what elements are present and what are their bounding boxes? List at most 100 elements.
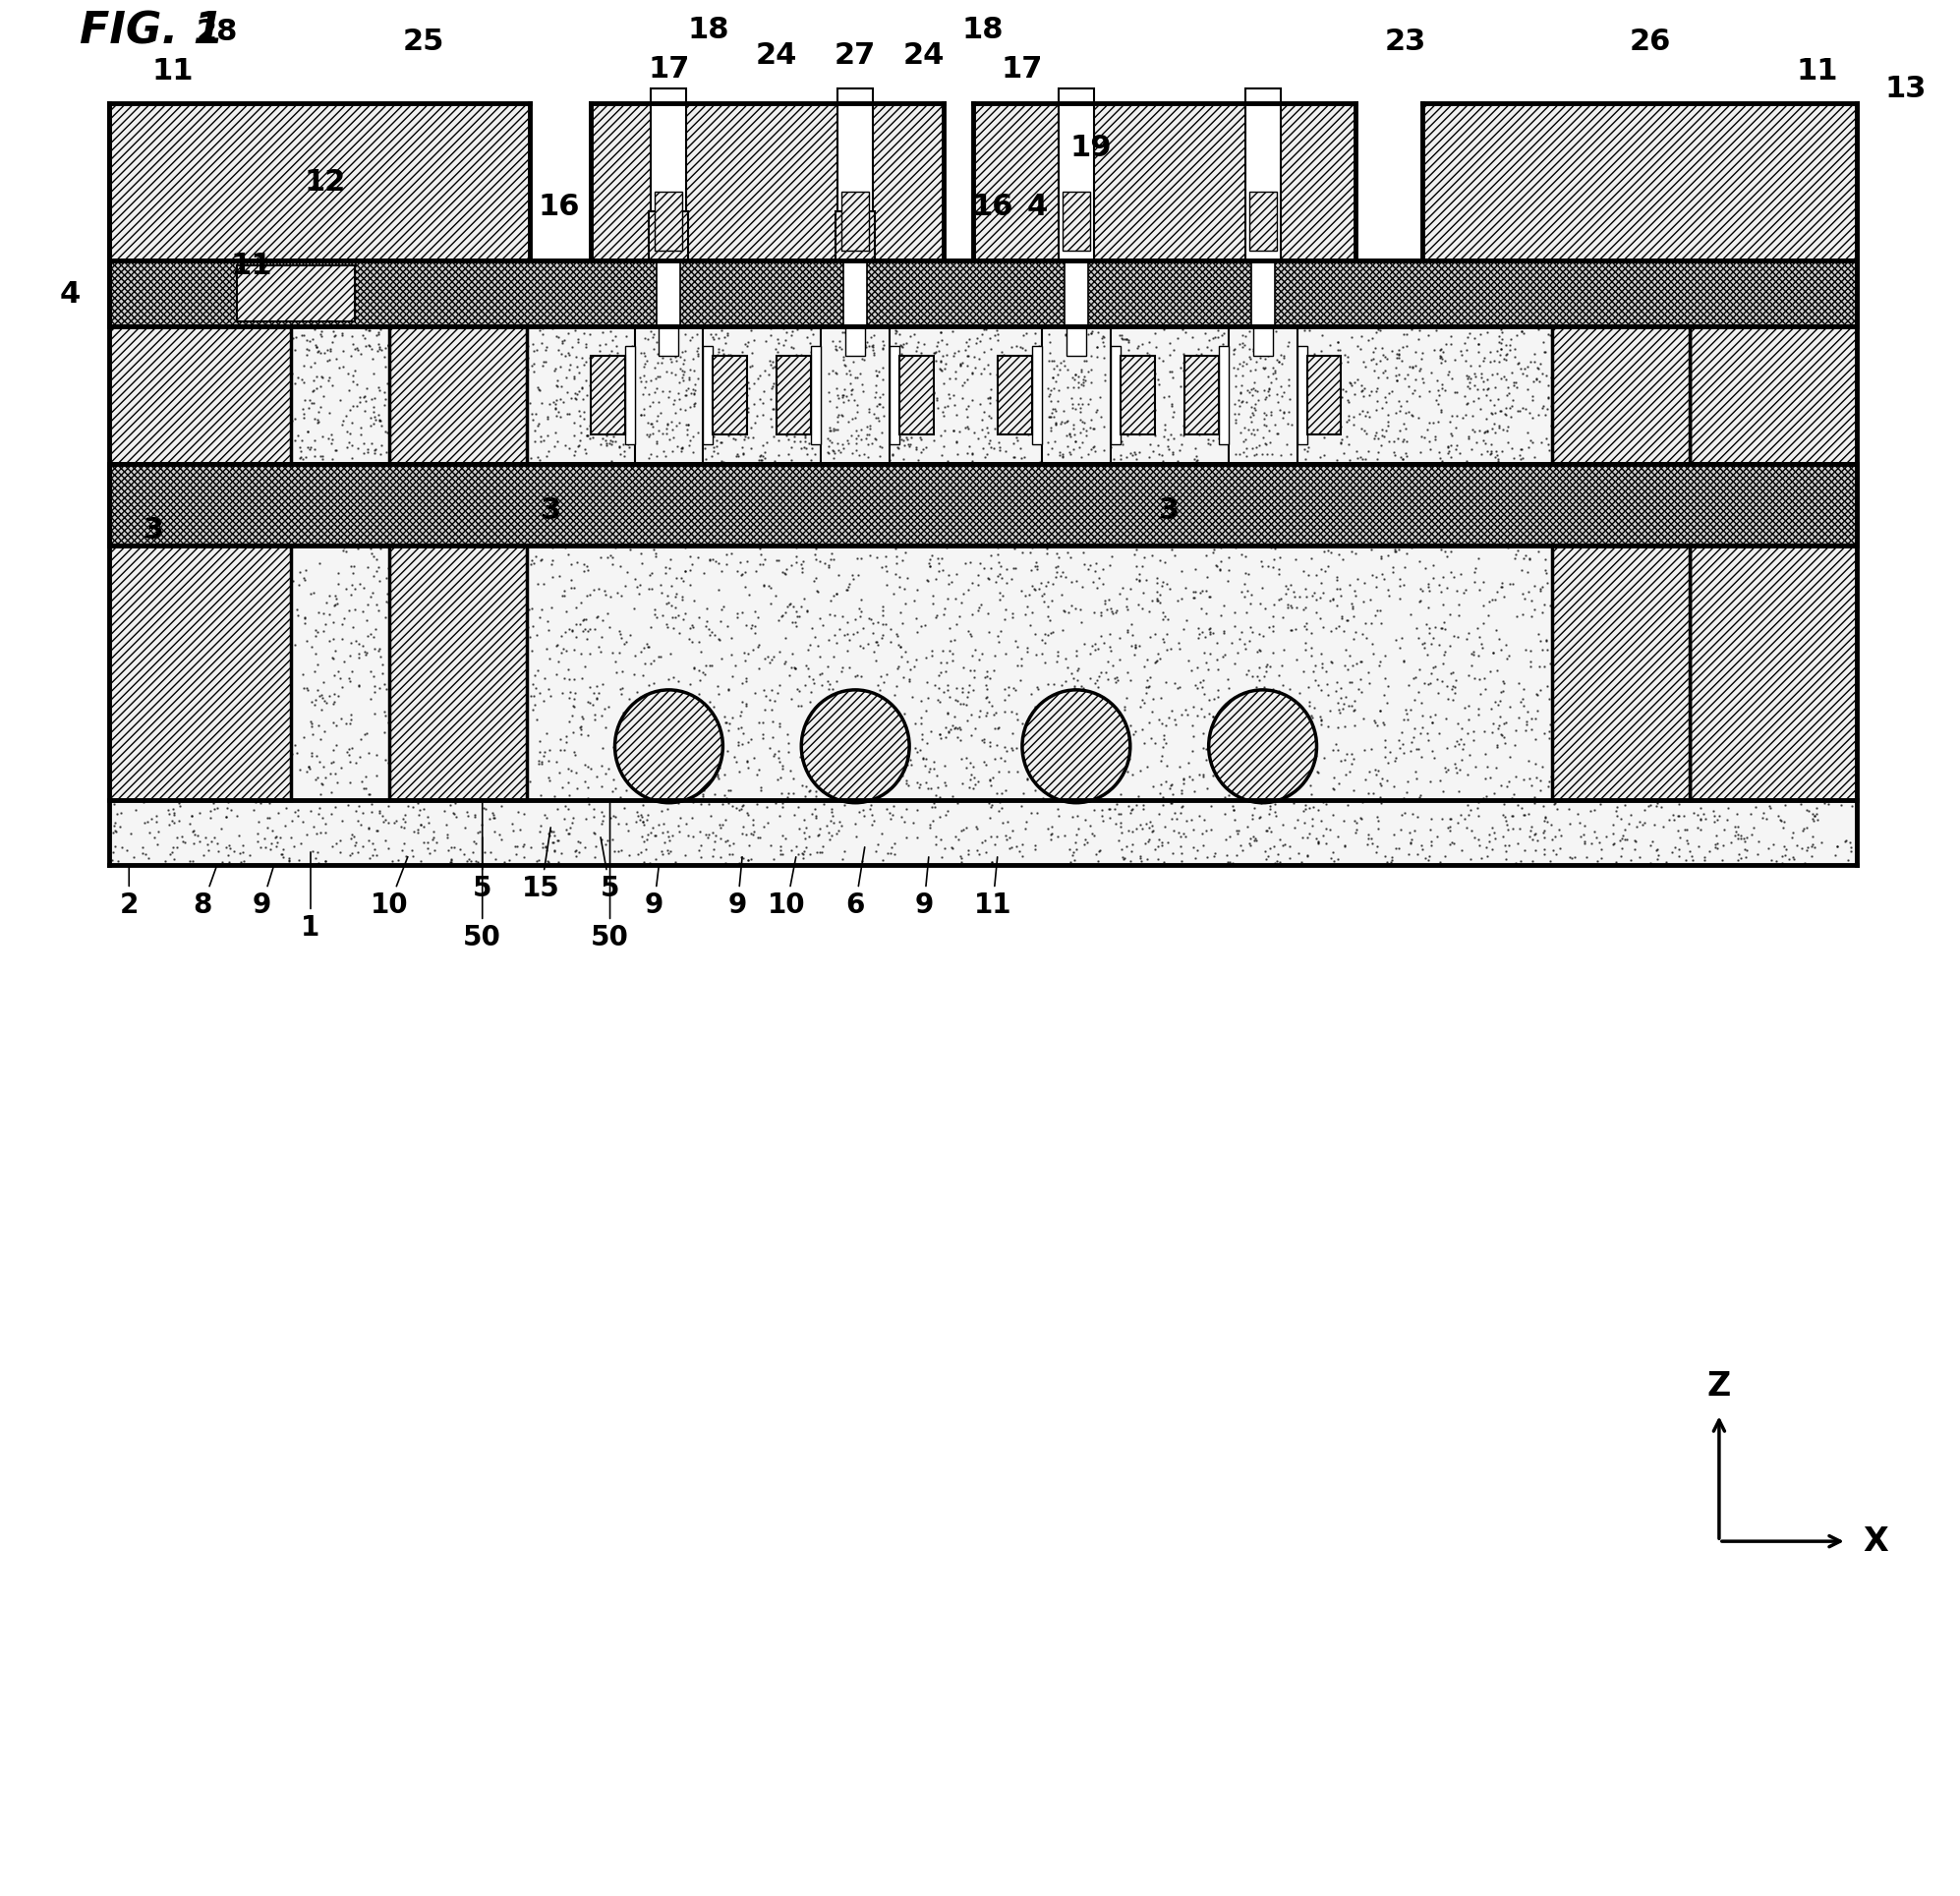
Text: 16: 16	[539, 191, 580, 220]
Bar	[1121, 356, 1154, 434]
Text: 9: 9	[727, 857, 747, 920]
Text: 15: 15	[521, 827, 561, 902]
Bar	[1690, 546, 1856, 800]
Text: 6: 6	[847, 848, 864, 920]
Text: 11: 11	[231, 250, 272, 279]
Bar	[1219, 345, 1229, 444]
Bar	[704, 345, 713, 444]
Text: 3: 3	[541, 497, 561, 525]
Bar	[635, 326, 704, 465]
Bar	[1552, 546, 1690, 800]
Text: 18: 18	[962, 15, 1004, 44]
Text: 3: 3	[1158, 497, 1180, 525]
Bar	[713, 356, 747, 434]
Bar	[1184, 356, 1219, 434]
Bar	[821, 326, 890, 465]
Bar	[1245, 89, 1280, 260]
Text: 11: 11	[1797, 57, 1838, 85]
Bar	[843, 260, 866, 326]
Ellipse shape	[1023, 690, 1131, 802]
Bar	[1252, 307, 1272, 356]
Ellipse shape	[615, 690, 723, 802]
Text: 50: 50	[590, 804, 629, 952]
Bar	[1033, 345, 1043, 444]
Text: 23: 23	[1384, 27, 1425, 55]
Bar	[110, 104, 529, 260]
Bar	[110, 326, 1856, 465]
Bar	[1229, 326, 1298, 465]
Text: 4: 4	[59, 281, 80, 309]
Text: 12: 12	[304, 167, 347, 195]
Text: 9: 9	[915, 857, 933, 920]
Text: 4: 4	[1027, 191, 1047, 220]
Bar	[390, 326, 527, 465]
Text: 5: 5	[600, 838, 619, 902]
Bar	[1690, 326, 1856, 465]
Text: 5: 5	[472, 838, 492, 902]
Bar	[1298, 345, 1307, 444]
Text: 27: 27	[835, 42, 876, 70]
Text: X: X	[1864, 1524, 1889, 1557]
Text: 3: 3	[143, 516, 165, 544]
Text: 10: 10	[370, 857, 408, 920]
Text: 18: 18	[688, 15, 729, 44]
Text: 1: 1	[302, 851, 319, 942]
Bar	[655, 191, 682, 250]
Text: 25: 25	[402, 27, 445, 55]
Bar	[657, 260, 680, 326]
Bar	[390, 546, 527, 800]
Text: FIG. 1: FIG. 1	[80, 9, 223, 53]
Bar	[1062, 191, 1090, 250]
Text: 17: 17	[1002, 55, 1043, 83]
Bar	[972, 104, 1356, 260]
Text: 19: 19	[1070, 133, 1111, 161]
Bar	[1066, 307, 1086, 356]
Bar	[1552, 326, 1690, 465]
Text: 28: 28	[196, 17, 239, 46]
Text: 11: 11	[974, 857, 1011, 920]
Bar	[998, 356, 1033, 434]
Bar	[1423, 104, 1856, 260]
Bar	[841, 191, 868, 250]
Bar	[835, 210, 874, 260]
Text: 26: 26	[1629, 27, 1672, 55]
Bar	[110, 260, 1856, 326]
Text: 24: 24	[757, 42, 798, 70]
Text: 24: 24	[904, 42, 945, 70]
Bar	[1064, 260, 1088, 326]
Bar	[110, 546, 290, 800]
Ellipse shape	[1209, 690, 1317, 802]
Bar	[811, 345, 821, 444]
Bar	[1111, 345, 1121, 444]
Bar	[890, 345, 900, 444]
Bar	[900, 356, 933, 434]
Text: 13: 13	[1886, 74, 1927, 102]
Bar	[625, 345, 635, 444]
Bar	[110, 800, 1856, 865]
Text: 16: 16	[972, 191, 1013, 220]
Text: 8: 8	[194, 866, 216, 920]
Bar	[1307, 356, 1341, 434]
Text: 17: 17	[649, 55, 690, 83]
Bar	[651, 89, 686, 260]
Bar	[110, 326, 290, 465]
Bar	[1249, 191, 1276, 250]
Bar	[110, 546, 1856, 800]
Text: 9: 9	[253, 866, 274, 920]
Bar	[776, 356, 811, 434]
Bar	[1058, 89, 1094, 260]
Bar	[649, 210, 688, 260]
Bar	[110, 465, 1856, 546]
Text: 11: 11	[153, 57, 194, 85]
Text: 50: 50	[463, 804, 502, 952]
Bar	[845, 307, 864, 356]
Bar	[590, 356, 625, 434]
Text: 2: 2	[120, 866, 139, 920]
Bar	[837, 89, 872, 260]
Bar	[590, 104, 943, 260]
Bar	[1043, 326, 1111, 465]
Text: 10: 10	[768, 857, 806, 920]
Ellipse shape	[802, 690, 909, 802]
Bar	[659, 307, 678, 356]
Bar	[1250, 260, 1274, 326]
